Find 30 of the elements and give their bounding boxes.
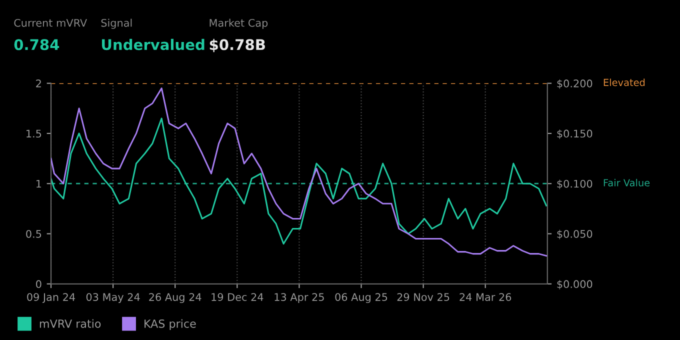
x-tick-label: 19 Dec 24 xyxy=(212,293,264,301)
y2-tick-label: $0.000 xyxy=(557,280,592,290)
x-tick-label: 26 Aug 24 xyxy=(149,293,202,304)
y-tick-label: 0.5 xyxy=(26,230,42,238)
y-tick-label: 1 xyxy=(36,180,42,188)
text: 0.784 xyxy=(14,39,60,50)
y2-tick-label: $0.200 xyxy=(557,79,592,89)
x-tick-label: 06 Aug 25 xyxy=(335,293,388,304)
y2-tick-label: $0.050 xyxy=(557,230,592,240)
x-tick-label: 13 Apr 25 xyxy=(274,293,324,304)
legend-label: mVRV ratio xyxy=(40,319,101,328)
text: Signal xyxy=(101,18,132,29)
text: Undervalued xyxy=(102,38,204,50)
x-tick-label: 29 Nov 25 xyxy=(397,293,450,301)
ref-line-label: Elevated xyxy=(604,78,645,86)
x-tick-label: 03 May 24 xyxy=(86,293,140,304)
text: Market Cap xyxy=(210,18,268,29)
y2-tick-label: $0.100 xyxy=(557,180,592,190)
line-series xyxy=(51,88,548,257)
legend-label: KAS price xyxy=(144,319,196,330)
x-tick-label: 24 Mar 26 xyxy=(460,293,512,301)
text: Current mVRV xyxy=(14,18,88,27)
y-tick-label: 0 xyxy=(36,280,42,288)
y-tick-label: 1.5 xyxy=(26,130,42,138)
text: $0.78B xyxy=(210,38,265,52)
ref-line-label: Fair Value xyxy=(604,178,650,186)
x-tick-label: 09 Jan 24 xyxy=(27,293,76,303)
y2-tick-label: $0.150 xyxy=(557,129,592,139)
line-series xyxy=(51,118,548,245)
y-tick-label: 2 xyxy=(36,80,41,88)
